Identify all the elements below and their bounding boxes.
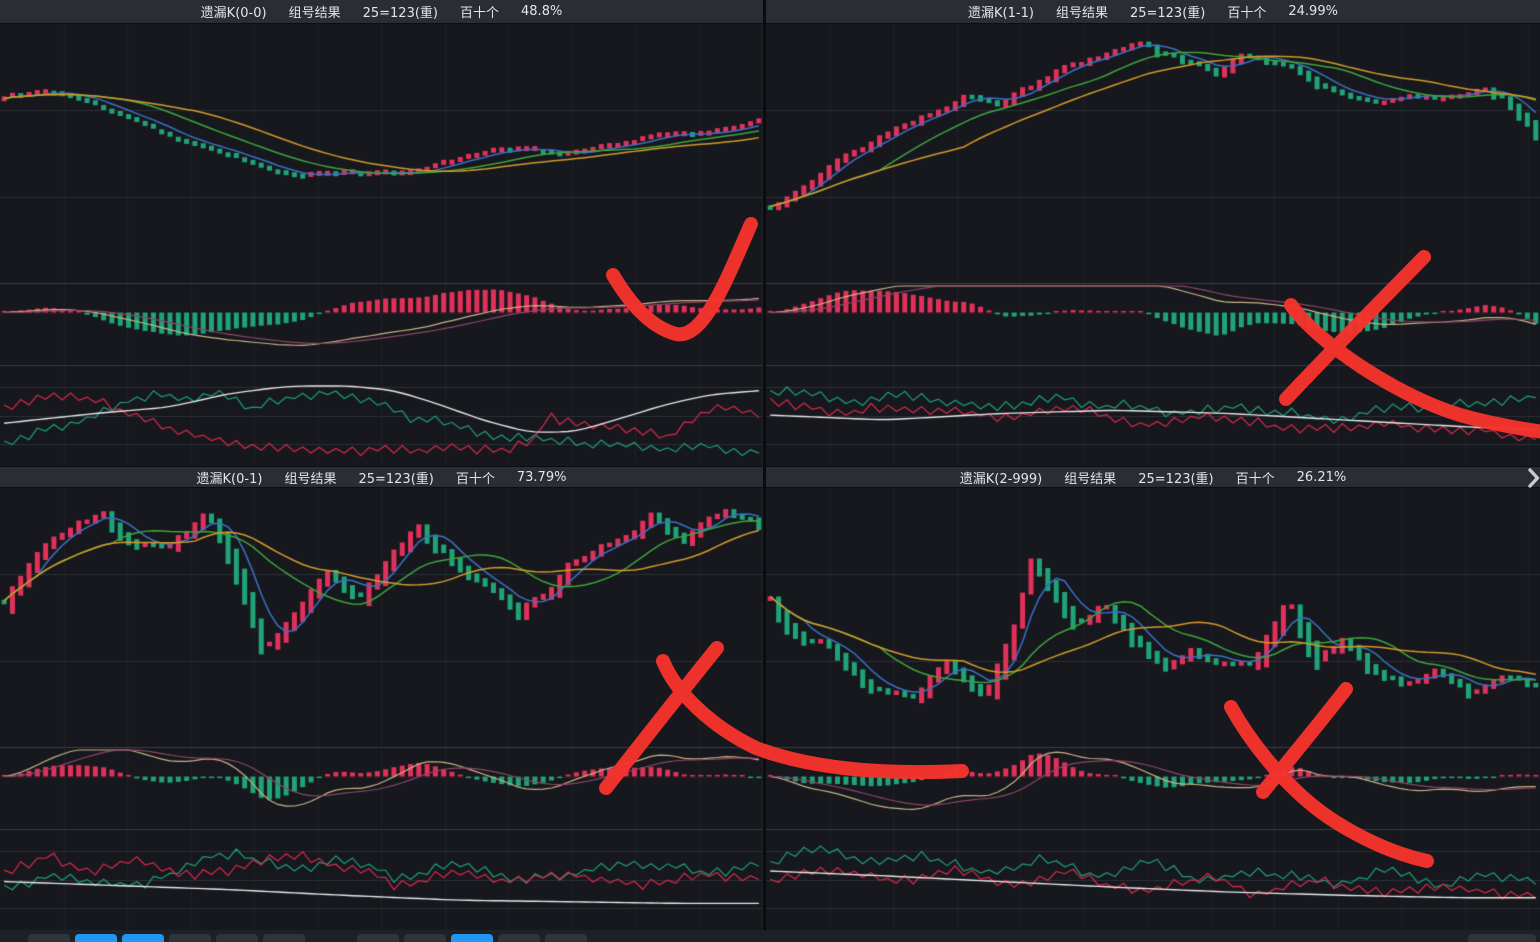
chart-panel-1-1: 遗漏K(1-1) 组号结果 25=123(重) 百十个 24.99% [766,0,1540,466]
panel-title-name: 遗漏K(1-1) [968,6,1034,21]
chart-panel-2-999: 遗漏K(2-999) 组号结果 25=123(重) 百十个 26.21% [766,466,1540,930]
panel-title-percent: 73.79% [516,469,567,485]
bottom-bar-button[interactable] [122,934,164,942]
bottom-bar-button[interactable] [216,934,258,942]
panel-title-formula: 25=123(重) [362,6,438,21]
panel-title-result-label: 组号结果 [1055,6,1108,21]
panel-title-percent: 26.21% [1296,469,1347,485]
bottom-bar-button[interactable] [75,934,117,942]
bottom-bar-button[interactable] [263,934,305,942]
chart-canvas-0-0[interactable] [0,24,763,466]
panel-titlebar: 遗漏K(0-1) 组号结果 25=123(重) 百十个 73.79% [0,466,763,488]
bottom-bar-button[interactable] [28,934,70,942]
panel-title-result-label: 组号结果 [1064,471,1117,487]
panel-title-digits-label: 百十个 [460,6,500,21]
bottom-bar-button[interactable] [357,934,399,942]
panel-titlebar: 遗漏K(0-0) 组号结果 25=123(重) 百十个 48.8% [0,0,763,24]
panel-title-name: 遗漏K(2-999) [959,471,1043,487]
panel-titlebar: 遗漏K(2-999) 组号结果 25=123(重) 百十个 26.21% [766,466,1540,488]
panel-title-name: 遗漏K(0-0) [200,6,267,21]
panel-title-percent: 24.99% [1288,4,1338,19]
panel-title-result-label: 组号结果 [288,6,341,21]
chart-canvas-2-999[interactable] [766,488,1540,930]
panel-title-digits-label: 百十个 [1235,471,1275,487]
panel-title-percent: 48.8% [521,4,563,19]
panel-title-digits-label: 百十个 [1227,6,1267,21]
chart-canvas-1-1[interactable] [766,24,1540,466]
panel-title-formula: 25=123(重) [1138,471,1214,487]
bottom-bar-button[interactable] [498,934,540,942]
chart-canvas-0-1[interactable] [0,488,763,930]
panel-title-digits-label: 百十个 [455,471,495,487]
bottom-bar-button[interactable] [404,934,446,942]
panel-title-formula: 25=123(重) [358,471,434,487]
bottom-bar-button[interactable] [1468,934,1536,942]
panel-title-name: 遗漏K(0-1) [196,471,263,487]
bottom-bar-button[interactable] [545,934,587,942]
bottom-bar-button[interactable] [451,934,493,942]
scroll-right-icon[interactable] [1526,466,1540,490]
chart-panel-0-0: 遗漏K(0-0) 组号结果 25=123(重) 百十个 48.8% [0,0,763,466]
bottom-button-bar [0,930,1540,942]
bottom-bar-button[interactable] [169,934,211,942]
panel-title-formula: 25=123(重) [1129,6,1206,21]
chart-panel-0-1: 遗漏K(0-1) 组号结果 25=123(重) 百十个 73.79% [0,466,763,930]
panel-titlebar: 遗漏K(1-1) 组号结果 25=123(重) 百十个 24.99% [766,0,1540,24]
panel-title-result-label: 组号结果 [284,471,337,487]
